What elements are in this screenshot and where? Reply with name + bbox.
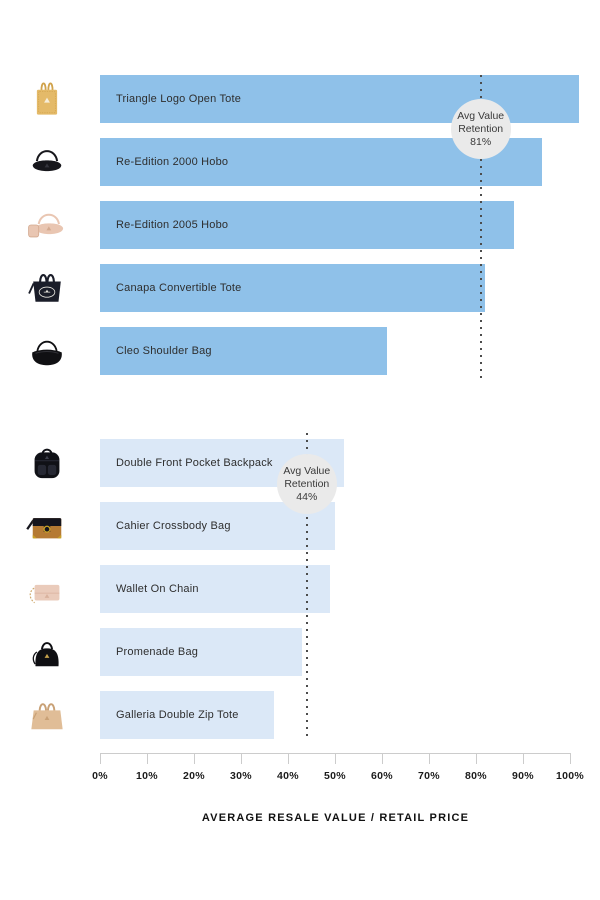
bar-row-triangle-logo-open-tote: Triangle Logo Open Tote	[0, 75, 600, 123]
x-axis-tick-label: 20%	[183, 770, 205, 782]
badge-line: Retention	[284, 477, 330, 490]
bar-label: Promenade Bag	[116, 646, 199, 658]
bar-label: Double Front Pocket Backpack	[116, 457, 273, 469]
x-axis-tick	[240, 753, 242, 764]
bar-row-promenade-bag: Promenade Bag	[0, 628, 600, 676]
galleria-tote-icon	[31, 703, 63, 730]
bar-row-re-edition-2000-hobo: Re-Edition 2000 Hobo	[0, 138, 600, 186]
badge-value: 81%	[470, 135, 492, 148]
product-image-re-edition-2000-hobo	[24, 139, 70, 185]
x-axis-tick-label: 40%	[277, 770, 299, 782]
product-image-galleria-double-zip-tote	[24, 692, 70, 738]
avg-retention-badge-top: Avg Value Retention 81%	[450, 99, 511, 159]
badge-line: Avg Value	[283, 464, 331, 477]
badge-line: Retention	[458, 122, 504, 135]
bar-promenade-bag: Promenade Bag	[100, 628, 303, 676]
badge-line: Avg Value	[457, 109, 505, 122]
backpack-icon	[34, 448, 60, 479]
hobo-bag-icon	[32, 150, 62, 172]
product-image-wallet-on-chain	[24, 566, 70, 612]
x-axis-tick	[522, 753, 524, 764]
x-axis-tick-label: 100%	[555, 770, 585, 782]
bar-label: Galleria Double Zip Tote	[116, 709, 239, 721]
x-axis-tick	[193, 753, 195, 764]
bar-row-re-edition-2005-hobo: Re-Edition 2005 Hobo	[0, 201, 600, 249]
x-axis-tick	[334, 753, 336, 764]
avg-retention-badge-bottom: Avg Value Retention 44%	[276, 454, 337, 514]
canvas-tote-icon	[28, 273, 61, 302]
product-image-promenade-bag	[24, 629, 70, 675]
bar-label: Wallet On Chain	[116, 583, 199, 595]
hobo-pouch-bag-icon	[28, 213, 64, 238]
avg-retention-line-top	[479, 75, 482, 378]
avg-retention-line-bottom	[305, 433, 308, 737]
promenade-bag-icon	[32, 642, 59, 667]
bar-label: Canapa Convertible Tote	[116, 282, 242, 294]
x-axis-line	[100, 753, 571, 754]
x-axis-tick-label: 50%	[324, 770, 346, 782]
x-axis-tick	[381, 753, 383, 764]
straw-tote-icon	[36, 82, 58, 115]
badge-value: 44%	[296, 490, 318, 503]
cahier-bag-icon	[26, 518, 62, 539]
product-image-cahier-crossbody-bag	[24, 503, 70, 549]
product-image-canapa-convertible-tote	[24, 265, 70, 311]
bar-re-edition-2005-hobo: Re-Edition 2005 Hobo	[100, 201, 514, 249]
bar-cleo-shoulder-bag: Cleo Shoulder Bag	[100, 327, 387, 375]
cleo-bag-icon	[32, 340, 62, 366]
bar-label: Re-Edition 2000 Hobo	[116, 156, 229, 168]
x-axis-tick	[569, 753, 571, 764]
x-axis-tick	[475, 753, 477, 764]
x-axis-title: AVERAGE RESALE VALUE / RETAIL PRICE	[201, 812, 470, 824]
x-axis: 0% 10% 20% 30% 40% 50% 60% 70% 80% 90% 100% AVERAG…	[0, 753, 600, 853]
product-image-re-edition-2005-hobo	[24, 202, 70, 248]
x-axis-tick-label: 0%	[92, 770, 108, 782]
x-axis-tick-label: 70%	[418, 770, 440, 782]
bar-row-cleo-shoulder-bag: Cleo Shoulder Bag	[0, 327, 600, 375]
x-axis-tick	[99, 753, 101, 764]
product-image-double-front-pocket-backpack	[24, 440, 70, 486]
bar-row-wallet-on-chain: Wallet On Chain	[0, 565, 600, 613]
x-axis-tick-label: 30%	[230, 770, 252, 782]
bar-label: Cahier Crossbody Bag	[116, 520, 231, 532]
x-axis-tick	[428, 753, 430, 764]
product-image-cleo-shoulder-bag	[24, 328, 70, 374]
x-axis-tick	[146, 753, 148, 764]
wallet-on-chain-icon	[29, 584, 60, 604]
bar-canapa-convertible-tote: Canapa Convertible Tote	[100, 264, 486, 312]
bar-galleria-double-zip-tote: Galleria Double Zip Tote	[100, 691, 274, 739]
bar-row-canapa-convertible-tote: Canapa Convertible Tote	[0, 264, 600, 312]
bar-wallet-on-chain: Wallet On Chain	[100, 565, 331, 613]
x-axis-tick-label: 10%	[136, 770, 158, 782]
bar-label: Cleo Shoulder Bag	[116, 345, 212, 357]
x-axis-tick	[287, 753, 289, 764]
x-axis-tick-label: 90%	[512, 770, 534, 782]
bar-double-front-pocket-backpack: Double Front Pocket Backpack	[100, 439, 345, 487]
bar-row-double-front-pocket-backpack: Double Front Pocket Backpack	[0, 439, 600, 487]
bar-label: Re-Edition 2005 Hobo	[116, 219, 229, 231]
bar-label: Triangle Logo Open Tote	[116, 93, 242, 105]
x-axis-tick-label: 80%	[465, 770, 487, 782]
bar-row-galleria-double-zip-tote: Galleria Double Zip Tote	[0, 691, 600, 739]
product-image-triangle-logo-open-tote	[24, 76, 70, 122]
x-axis-tick-label: 60%	[371, 770, 393, 782]
